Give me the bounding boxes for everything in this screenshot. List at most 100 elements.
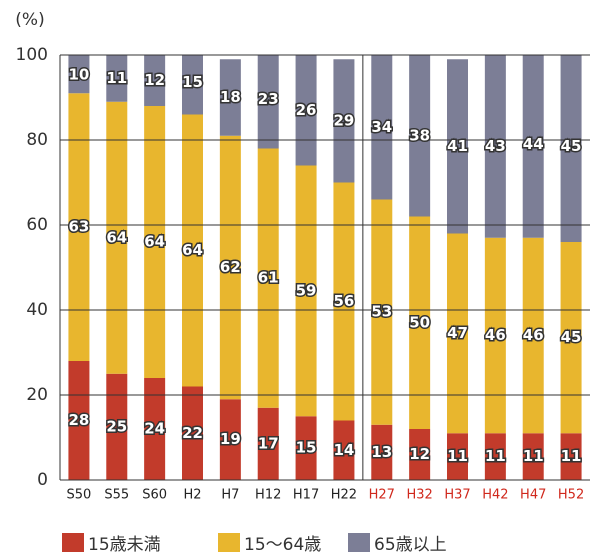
bar-segment bbox=[522, 237, 544, 434]
data-label: 10 bbox=[68, 66, 89, 84]
x-tick-label: H42 bbox=[482, 488, 508, 503]
legend-swatch bbox=[218, 533, 240, 552]
bar-segment bbox=[68, 93, 90, 361]
data-label: 34 bbox=[371, 118, 392, 136]
bar-segment bbox=[295, 416, 317, 480]
x-tick-label: H22 bbox=[331, 488, 357, 503]
data-label: 59 bbox=[296, 281, 317, 299]
data-label: 64 bbox=[144, 233, 165, 251]
y-tick-label: 80 bbox=[26, 130, 48, 150]
bar-segment bbox=[371, 424, 393, 480]
data-label: 11 bbox=[523, 447, 544, 465]
data-label: 64 bbox=[106, 228, 127, 246]
data-label: 47 bbox=[447, 324, 468, 342]
data-label: 63 bbox=[68, 218, 89, 236]
x-tick-label: H17 bbox=[293, 488, 319, 503]
bar-segment bbox=[371, 199, 393, 425]
data-label: 45 bbox=[561, 328, 582, 346]
y-tick-label: 60 bbox=[26, 215, 48, 235]
x-tick-label: H27 bbox=[369, 488, 395, 503]
legend-label: 15〜64歳 bbox=[244, 535, 321, 552]
x-tick-label: H12 bbox=[255, 488, 281, 503]
data-label: 50 bbox=[409, 313, 430, 331]
y-tick-label: 100 bbox=[16, 45, 48, 65]
bar-segment bbox=[295, 165, 317, 417]
data-label: 46 bbox=[485, 326, 506, 344]
bar-segment bbox=[447, 233, 468, 434]
data-label: 56 bbox=[333, 292, 354, 310]
bar-segment bbox=[257, 55, 279, 149]
data-label: 11 bbox=[561, 447, 582, 465]
bar-segment bbox=[68, 55, 90, 94]
x-tick-label: S50 bbox=[67, 488, 92, 503]
data-label: 12 bbox=[144, 71, 165, 89]
bar-segment bbox=[144, 55, 166, 106]
data-label: 17 bbox=[258, 434, 279, 452]
bar-segment bbox=[484, 433, 506, 480]
data-label: 61 bbox=[258, 269, 279, 287]
data-label: 53 bbox=[371, 303, 392, 321]
data-label: 46 bbox=[523, 326, 544, 344]
data-label: 38 bbox=[409, 126, 430, 144]
bar-segment bbox=[106, 55, 128, 102]
bar-segment bbox=[447, 433, 468, 480]
data-label: 23 bbox=[258, 90, 279, 108]
data-label: 19 bbox=[220, 430, 241, 448]
x-tick-label: H2 bbox=[183, 488, 201, 503]
bar-segment bbox=[144, 378, 166, 480]
bar-segment bbox=[333, 420, 355, 480]
legend-swatch bbox=[348, 533, 370, 552]
bar-segment bbox=[333, 182, 355, 421]
bar-segment bbox=[560, 55, 582, 242]
x-tick-label: S60 bbox=[142, 488, 167, 503]
y-tick-label: 0 bbox=[37, 470, 48, 490]
x-tick-label: H7 bbox=[221, 488, 239, 503]
bar-segment bbox=[447, 59, 468, 234]
bar-segment bbox=[106, 101, 128, 374]
bar-segment bbox=[560, 433, 582, 480]
data-label: 41 bbox=[447, 137, 468, 155]
data-label: 15 bbox=[296, 439, 317, 457]
data-label: 29 bbox=[333, 111, 354, 129]
bar-segment bbox=[522, 433, 544, 480]
y-tick-label: 20 bbox=[26, 385, 48, 405]
bar-segment bbox=[219, 399, 241, 480]
data-label: 64 bbox=[182, 241, 203, 259]
x-tick-label: H37 bbox=[444, 488, 470, 503]
data-label: 24 bbox=[144, 420, 165, 438]
bar-segment bbox=[257, 148, 279, 408]
data-label: 12 bbox=[409, 445, 430, 463]
data-label: 11 bbox=[485, 447, 506, 465]
data-label: 45 bbox=[561, 137, 582, 155]
legend-swatch bbox=[62, 533, 84, 552]
bar-segment bbox=[219, 135, 241, 400]
data-label: 18 bbox=[220, 88, 241, 106]
data-label: 11 bbox=[106, 69, 127, 87]
bar-segment bbox=[409, 429, 431, 480]
data-label: 14 bbox=[333, 441, 354, 459]
bars bbox=[68, 55, 582, 480]
bar-segment bbox=[182, 114, 203, 387]
bar-segment bbox=[409, 216, 431, 429]
x-tick-label: H52 bbox=[558, 488, 584, 503]
data-label: 62 bbox=[220, 258, 241, 276]
bar-segment bbox=[409, 55, 431, 217]
bar-segment bbox=[333, 59, 355, 183]
bar-segment bbox=[257, 407, 279, 480]
x-tick-label: S55 bbox=[104, 488, 129, 503]
bar-segment bbox=[106, 373, 128, 480]
legend-label: 15歳未満 bbox=[88, 535, 161, 552]
data-label: 28 bbox=[68, 411, 89, 429]
bar-segment bbox=[484, 237, 506, 434]
x-tick-label: H47 bbox=[520, 488, 546, 503]
bar-segment bbox=[182, 55, 203, 115]
bar-segment bbox=[219, 59, 241, 136]
data-label: 13 bbox=[371, 443, 392, 461]
bar-segment bbox=[522, 55, 544, 238]
data-label: 44 bbox=[523, 135, 544, 153]
y-tick-label: 40 bbox=[26, 300, 48, 320]
data-label: 22 bbox=[182, 424, 203, 442]
data-label: 25 bbox=[106, 417, 127, 435]
bar-segment bbox=[182, 386, 203, 480]
